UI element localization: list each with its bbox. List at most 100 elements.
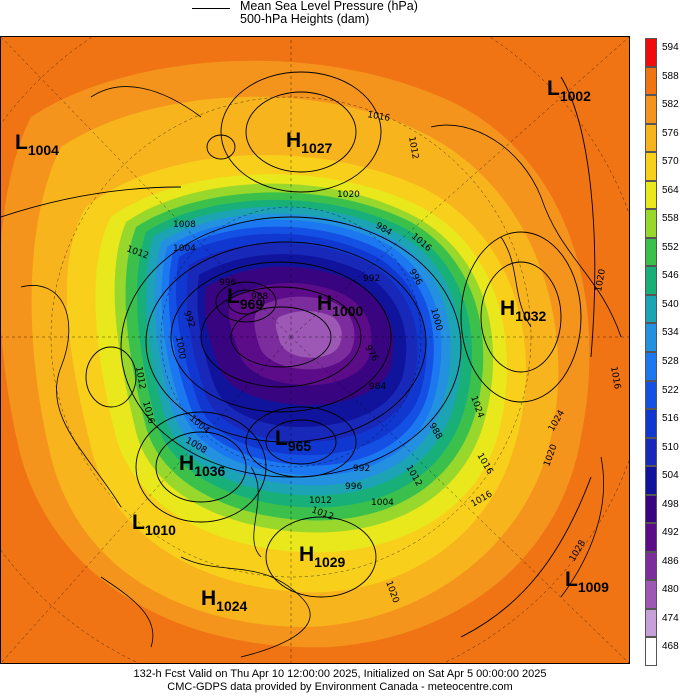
isobar-label: 996 (219, 278, 236, 288)
colorbar-level: 534 (645, 323, 680, 352)
colorbar-level: 582 (645, 95, 680, 124)
system-high: H1032 (500, 297, 547, 324)
colorbar-label: 528 (662, 356, 679, 367)
colorbar-swatch (645, 209, 657, 238)
colorbar-swatch (645, 180, 657, 210)
colorbar-label: 582 (662, 99, 679, 111)
colorbar-level: 480 (645, 580, 680, 609)
colorbar-label: 486 (662, 555, 679, 567)
colorbar-level: 504 (645, 466, 680, 495)
system-pressure: 1027 (301, 140, 333, 156)
colorbar-swatch (645, 608, 657, 638)
isobar-label: 992 (353, 464, 370, 474)
colorbar-label: 570 (662, 156, 679, 168)
colorbar-swatch (645, 437, 657, 467)
colorbar-label: 594 (662, 42, 679, 53)
system-high: H1029 (299, 543, 346, 570)
colorbar-swatch (645, 352, 657, 381)
system-pressure: 1002 (559, 88, 591, 104)
colorbar-level: 510 (645, 437, 680, 467)
system-low: L1010 (132, 511, 176, 538)
system-pressure: 969 (239, 296, 264, 312)
colorbar-label: 576 (662, 127, 679, 139)
system-pressure: 1010 (144, 522, 176, 538)
system-pressure: 1029 (314, 554, 346, 570)
system-high: H1024 (201, 587, 248, 614)
colorbar-label: 534 (662, 327, 679, 339)
system-pressure: 1036 (194, 463, 226, 479)
isobar-label: 1004 (371, 498, 394, 508)
system-high: H1000 (317, 292, 364, 319)
system-type: L (565, 568, 578, 591)
legend-header: Mean Sea Level Pressure (hPa) 500-hPa He… (0, 0, 680, 34)
colorbar-swatch (645, 523, 657, 552)
system-type: L (132, 511, 145, 534)
colorbar-level: 498 (645, 494, 680, 524)
system-type: L (15, 131, 28, 154)
colorbar-level: 468 (645, 637, 680, 666)
isobar-label: 1016 (608, 366, 622, 391)
colorbar-swatch (645, 409, 657, 438)
system-type: H (286, 129, 302, 152)
system-low: L969 (227, 285, 264, 312)
colorbar-level: 540 (645, 294, 680, 324)
colorbar-label: 510 (662, 441, 679, 453)
colorbar-label: 564 (662, 184, 679, 196)
system-high: H1036 (179, 452, 226, 479)
colorbar-swatch (645, 637, 657, 666)
colorbar-label: 474 (662, 612, 679, 624)
colorbar-level: 552 (645, 237, 680, 267)
isobar-label: 1020 (594, 268, 608, 293)
colorbar-label: 480 (662, 584, 679, 596)
colorbar-swatch (645, 551, 657, 581)
colorbar-swatch (645, 266, 657, 295)
colorbar-level: 492 (645, 523, 680, 552)
system-pressure: 1004 (27, 142, 59, 158)
system-pressure: 1000 (332, 303, 364, 319)
legend-line-mslp: Mean Sea Level Pressure (hPa) (240, 0, 418, 13)
system-low: L1004 (15, 131, 59, 158)
colorbar-label: 540 (662, 298, 679, 310)
colorbar-level: 528 (645, 352, 680, 381)
isobar-label: 984 (369, 382, 386, 392)
colorbar-swatch (645, 66, 657, 96)
system-type: L (547, 77, 560, 100)
colorbar-level: 564 (645, 180, 680, 210)
system-pressure: 1024 (216, 598, 248, 614)
system-low: L1009 (565, 568, 609, 595)
colorbar-swatch (645, 466, 657, 495)
colorbar-level: 486 (645, 551, 680, 581)
colorbar-label: 558 (662, 213, 679, 225)
isobar-label: 1012 (406, 136, 420, 160)
colorbar-level: 594 (645, 38, 680, 67)
system-pressure: 965 (287, 438, 312, 454)
colorbar-label: 498 (662, 498, 679, 510)
isobar-label: 1020 (337, 190, 360, 200)
system-type: H (299, 543, 315, 566)
colorbar-swatch (645, 95, 657, 124)
colorbar-label: 546 (662, 270, 679, 282)
system-type: L (275, 427, 288, 450)
colorbar-level: 516 (645, 409, 680, 438)
colorbar-swatch (645, 294, 657, 324)
system-type: H (500, 297, 516, 320)
system-type: H (201, 587, 217, 610)
weather-map: 1016 1012 1020 1008 1004 1012 1016 1000 … (0, 36, 630, 664)
isobar-label: 1016 (366, 110, 391, 124)
colorbar-label: 522 (662, 384, 679, 396)
system-pressure: 1032 (515, 308, 547, 324)
coastlines (20, 86, 622, 658)
colorbar-swatch (645, 237, 657, 267)
isobar-label: 1012 (133, 366, 147, 390)
system-low: L1002 (547, 77, 591, 104)
isobar-label: 1008 (173, 220, 196, 230)
footer: 132-h Fcst Valid on Thu Apr 10 12:00:00 … (0, 668, 680, 694)
system-high: H1027 (286, 129, 333, 156)
colorbar-label: 588 (662, 70, 679, 82)
colorbar-label: 552 (662, 241, 679, 253)
system-low: L965 (275, 427, 312, 454)
colorbar-level: 546 (645, 266, 680, 295)
isobar-label: 988 (251, 292, 268, 302)
isobar-label: 1000 (173, 336, 187, 361)
colorbar-swatch (645, 494, 657, 524)
